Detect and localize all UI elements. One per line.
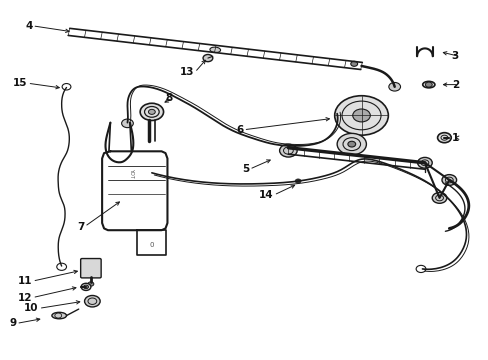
Text: 14: 14 [259, 190, 273, 200]
Circle shape [437, 133, 450, 143]
Text: 2: 2 [451, 80, 458, 90]
Text: 12: 12 [18, 293, 32, 303]
Circle shape [88, 282, 94, 286]
Circle shape [347, 141, 355, 147]
Ellipse shape [422, 81, 434, 88]
Text: 9: 9 [9, 319, 16, 328]
FancyBboxPatch shape [81, 258, 101, 278]
Text: 10: 10 [24, 303, 39, 314]
Circle shape [140, 103, 163, 121]
Circle shape [83, 285, 88, 289]
Text: 7: 7 [77, 222, 84, 231]
Text: 11: 11 [18, 276, 32, 286]
Circle shape [425, 82, 431, 87]
Text: 1: 1 [451, 133, 458, 143]
Text: 0: 0 [149, 242, 153, 248]
Text: 15: 15 [13, 78, 27, 88]
Circle shape [352, 109, 369, 122]
Circle shape [84, 296, 100, 307]
Circle shape [350, 61, 357, 66]
Circle shape [336, 134, 366, 155]
Text: 5: 5 [242, 164, 249, 174]
Text: YDT: YDT [129, 168, 134, 178]
Circle shape [148, 109, 155, 114]
Circle shape [81, 283, 91, 291]
Ellipse shape [52, 312, 66, 319]
Text: 4: 4 [25, 21, 32, 31]
Circle shape [203, 54, 212, 62]
Circle shape [431, 193, 446, 203]
Circle shape [295, 179, 301, 183]
Text: 13: 13 [180, 67, 194, 77]
Ellipse shape [209, 47, 220, 53]
Circle shape [388, 82, 400, 91]
Circle shape [122, 119, 133, 128]
Circle shape [334, 96, 387, 135]
Circle shape [441, 175, 456, 185]
Text: 8: 8 [165, 93, 172, 103]
Text: 6: 6 [236, 125, 243, 135]
Circle shape [279, 144, 297, 157]
Text: 3: 3 [451, 51, 458, 61]
Circle shape [417, 157, 431, 168]
